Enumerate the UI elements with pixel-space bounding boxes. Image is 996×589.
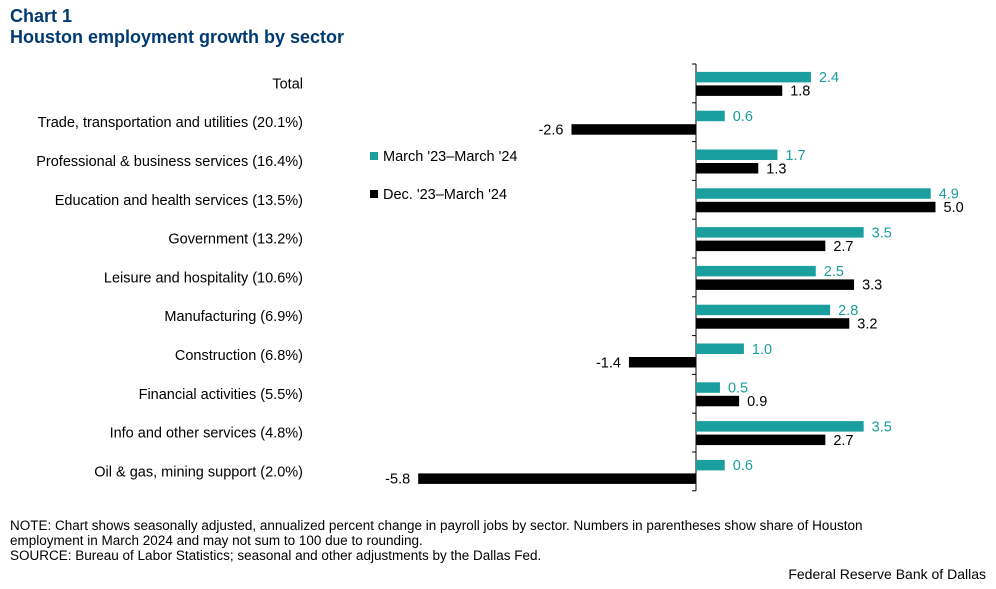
legend-swatch-dec23-march24 (370, 190, 378, 198)
category-label: Professional & business services (16.4%) (36, 154, 303, 170)
bar-dec23-march24 (696, 240, 826, 252)
legend-swatch-march23-march24 (370, 152, 378, 160)
data-label: 0.6 (733, 109, 753, 125)
bar-dec23-march24 (418, 473, 696, 484)
data-label: -5.8 (385, 472, 410, 488)
chart-title-line1: Chart 1 (10, 6, 73, 26)
bar-march23-march24 (696, 459, 725, 471)
source-line: SOURCE: Bureau of Labor Statistics; seas… (10, 548, 542, 563)
data-label: 0.6 (733, 458, 753, 474)
data-label: -1.4 (596, 355, 621, 371)
data-label: 1.8 (790, 84, 810, 100)
bar-march23-march24 (696, 421, 864, 432)
credit-line: Federal Reserve Bank of Dallas (788, 566, 986, 582)
bar-dec23-march24 (696, 163, 759, 174)
bar-chart: Total 2.4 1.8 Trade, transportation and uti… (36, 63, 964, 492)
bar-march23-march24 (696, 149, 778, 160)
data-label: 2.4 (819, 70, 839, 86)
category-label: Government (13.2%) (168, 232, 303, 248)
category-label: Total (272, 76, 303, 92)
data-label: 2.7 (833, 239, 853, 255)
data-label: 2.8 (838, 303, 858, 319)
data-label: 2.7 (833, 433, 853, 449)
bar-dec23-march24 (696, 434, 826, 446)
category-label: Financial activities (5.5%) (139, 387, 303, 403)
category-label: Manufacturing (6.9%) (164, 309, 303, 325)
category-label: Oil & gas, mining support (2.0%) (94, 464, 303, 480)
bar-march23-march24 (696, 343, 744, 354)
bar-march23-march24 (696, 382, 720, 393)
bar-dec23-march24 (571, 124, 696, 135)
bar-dec23-march24 (696, 395, 740, 407)
data-label: 4.9 (939, 187, 959, 203)
data-label: 3.5 (872, 225, 892, 241)
bar-march23-march24 (696, 304, 831, 316)
bar-march23-march24 (696, 71, 811, 83)
data-label: 3.2 (857, 316, 877, 332)
data-label: 1.0 (752, 342, 772, 358)
bar-dec23-march24 (696, 85, 783, 96)
legend-label-dec23-march24: Dec. '23–March '24 (383, 187, 507, 203)
bar-dec23-march24 (696, 201, 936, 213)
bar-march23-march24 (696, 227, 864, 238)
data-label: 3.3 (862, 278, 882, 294)
chart-note: NOTE: Chart shows seasonally adjusted, a… (10, 518, 985, 563)
bar-march23-march24 (696, 110, 725, 122)
bar-march23-march24 (696, 265, 816, 277)
category-label: Education and health services (13.5%) (55, 193, 303, 209)
category-label: Leisure and hospitality (10.6%) (104, 270, 303, 286)
bar-dec23-march24 (628, 357, 696, 368)
category-label: Trade, transportation and utilities (20.… (38, 115, 303, 131)
category-label: Construction (6.8%) (175, 348, 303, 364)
data-label: -2.6 (538, 122, 563, 138)
bar-march23-march24 (696, 188, 931, 199)
bar-dec23-march24 (696, 318, 850, 329)
note-line-2: employment in March 2024 and may not sum… (10, 533, 423, 548)
data-label: 1.7 (785, 148, 805, 164)
bar-dec23-march24 (696, 279, 855, 290)
legend-label-march23-march24: March '23–March '24 (383, 149, 518, 165)
data-label: 1.3 (766, 161, 786, 177)
chart-title-line2: Houston employment growth by sector (10, 27, 345, 47)
data-label: 0.5 (728, 381, 748, 397)
data-label: 2.5 (824, 264, 844, 280)
note-line-1: NOTE: Chart shows seasonally adjusted, a… (10, 518, 863, 533)
data-label: 5.0 (944, 200, 964, 216)
data-label: 3.5 (872, 419, 892, 435)
category-label: Info and other services (4.8%) (110, 426, 303, 442)
data-label: 0.9 (747, 394, 767, 410)
